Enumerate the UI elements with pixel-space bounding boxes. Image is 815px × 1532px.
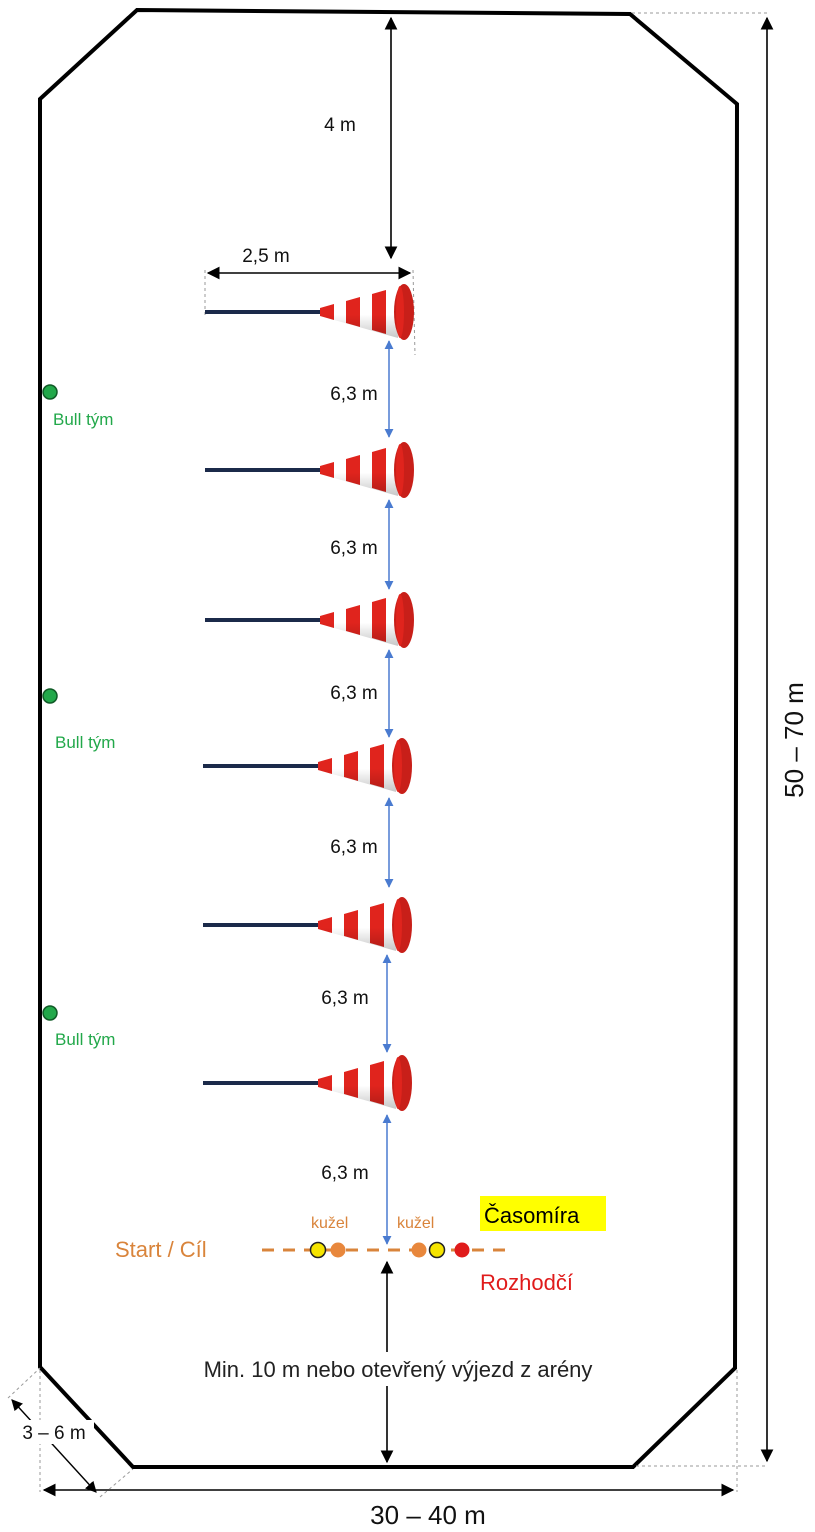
pole-length-guide-right [412,269,416,356]
orange-cone-right-icon [411,1242,427,1258]
width-label: 30 – 40 m [370,1500,486,1530]
referee-label: Rozhodčí [480,1270,573,1295]
spacing-label-1: 6,3 m [330,384,378,405]
yellow-post-right-icon [428,1241,446,1259]
team-label-2: Bull tým [55,733,115,752]
corner-label-bg [14,1420,94,1444]
corner-guide-2 [99,1468,134,1498]
pole-5 [203,897,412,953]
arena-outline [38,7,740,1469]
pole-6 [203,1055,412,1111]
cone-right-label: kužel [397,1215,434,1232]
pole-4 [203,738,412,794]
timekeeper-label: Časomíra [484,1203,580,1228]
timekeeper-highlight [480,1196,606,1231]
bottom-note-bg [126,1352,674,1386]
pole-3 [205,592,414,648]
spacing-label-6: 6,3 m [321,1163,369,1184]
cone-left-label: kužel [311,1215,348,1232]
start-label: Start / Cíl [115,1237,207,1262]
yellow-post-left-icon [309,1241,327,1259]
team-marker-3: Bull tým [42,1005,115,1049]
spacing-label-2: 6,3 m [330,538,378,559]
corner-guide-1 [7,1367,41,1399]
top-gap-label: 4 m [324,115,356,136]
pole-length-label: 2,5 m [242,246,290,267]
team-dot-icon [42,1005,58,1021]
spacing-label-4: 6,3 m [330,837,378,858]
team-marker-1: Bull tým [42,384,113,429]
spacing-label-3: 6,3 m [330,683,378,704]
team-dot-icon [42,688,58,704]
corner-arrow [11,1399,97,1493]
team-label-1: Bull tým [53,410,113,429]
pole-2 [205,442,414,498]
corner-label: 3 – 6 m [22,1423,85,1444]
team-label-3: Bull tým [55,1030,115,1049]
team-dot-icon [42,384,58,400]
referee-dot-icon [454,1242,470,1258]
bottom-note: Min. 10 m nebo otevřený výjezd z arény [204,1357,593,1382]
spacing-label-5: 6,3 m [321,988,369,1009]
team-marker-2: Bull tým [42,688,115,752]
start-finish: Start / Cíl kužel kužel Časomíra Rozhodč… [115,1196,606,1295]
height-label: 50 – 70 m [779,682,809,798]
orange-cone-left-icon [330,1242,346,1258]
pole-1 [205,284,414,340]
